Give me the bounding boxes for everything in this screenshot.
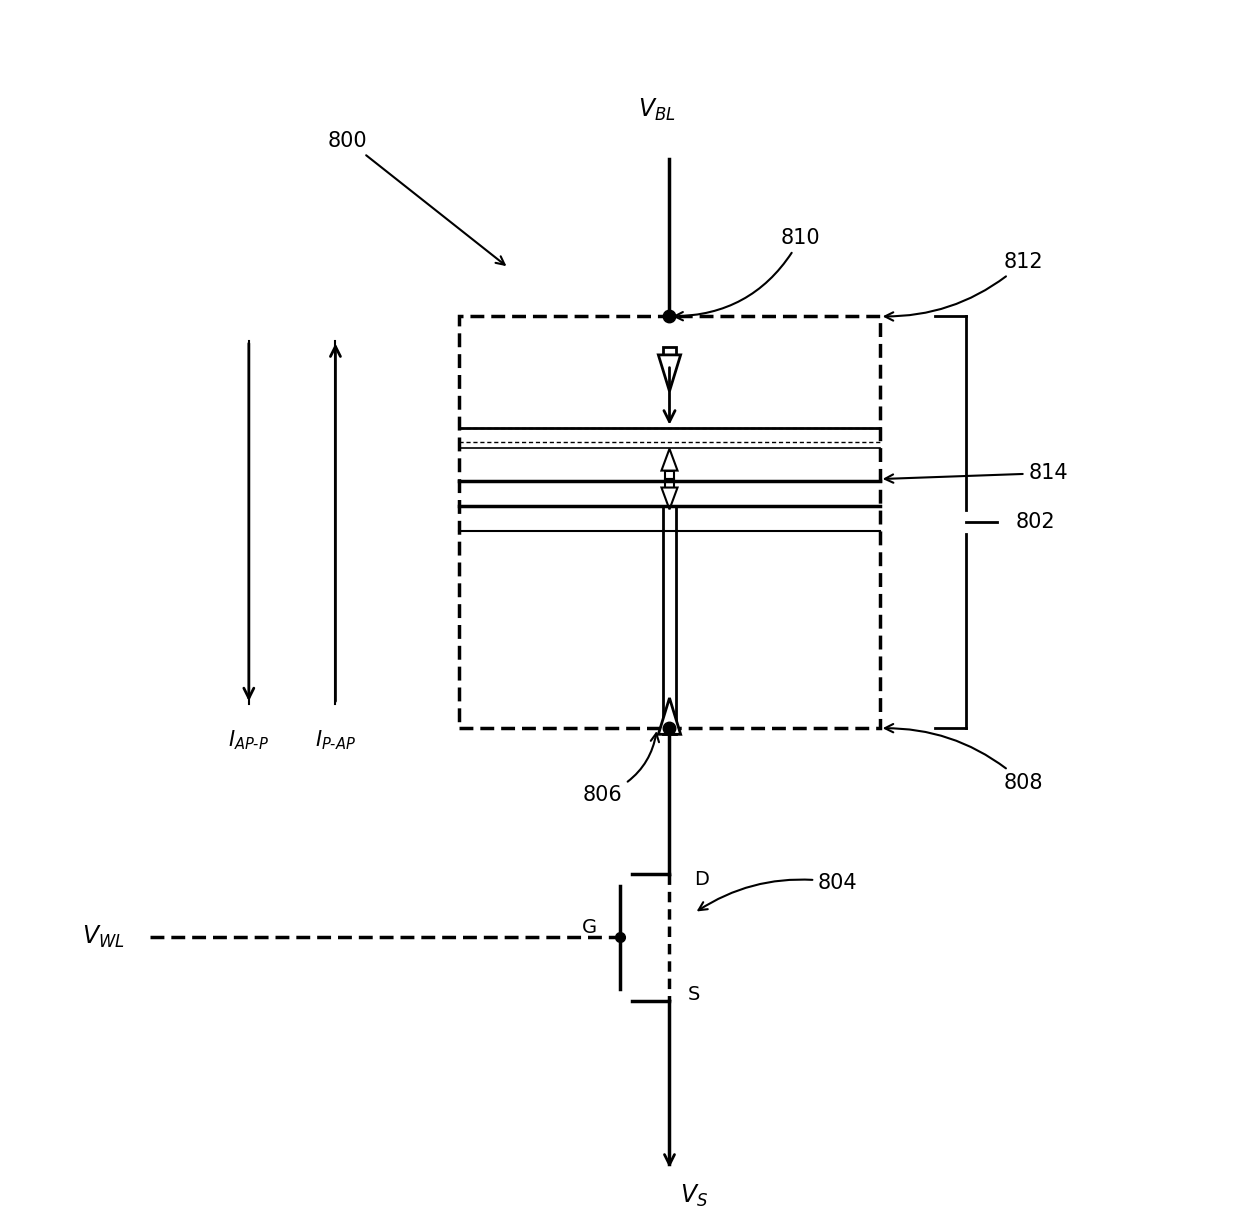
Text: $I_{AP\text{-}P}$: $I_{AP\text{-}P}$ xyxy=(228,728,269,752)
Text: $I_{P\text{-}AP}$: $I_{P\text{-}AP}$ xyxy=(315,728,356,752)
Text: 814: 814 xyxy=(885,462,1068,483)
Text: $V_S$: $V_S$ xyxy=(681,1183,708,1208)
Polygon shape xyxy=(658,355,681,391)
Polygon shape xyxy=(661,488,677,510)
Text: 802: 802 xyxy=(1016,512,1055,532)
Text: G: G xyxy=(582,918,596,937)
Text: 812: 812 xyxy=(885,252,1043,320)
Polygon shape xyxy=(665,471,673,479)
Text: 810: 810 xyxy=(675,228,821,320)
Polygon shape xyxy=(658,699,681,734)
Polygon shape xyxy=(665,479,673,488)
Text: $V_{WL}$: $V_{WL}$ xyxy=(82,924,125,950)
Text: 806: 806 xyxy=(583,734,658,804)
Text: 804: 804 xyxy=(698,873,858,910)
Text: $V_{BL}$: $V_{BL}$ xyxy=(639,96,676,123)
Text: S: S xyxy=(688,986,701,1004)
Polygon shape xyxy=(663,347,676,355)
Text: D: D xyxy=(694,870,709,890)
Bar xyxy=(459,316,880,728)
Polygon shape xyxy=(661,449,677,471)
Text: 800: 800 xyxy=(329,130,505,265)
Polygon shape xyxy=(663,506,676,734)
Text: 808: 808 xyxy=(885,724,1043,792)
